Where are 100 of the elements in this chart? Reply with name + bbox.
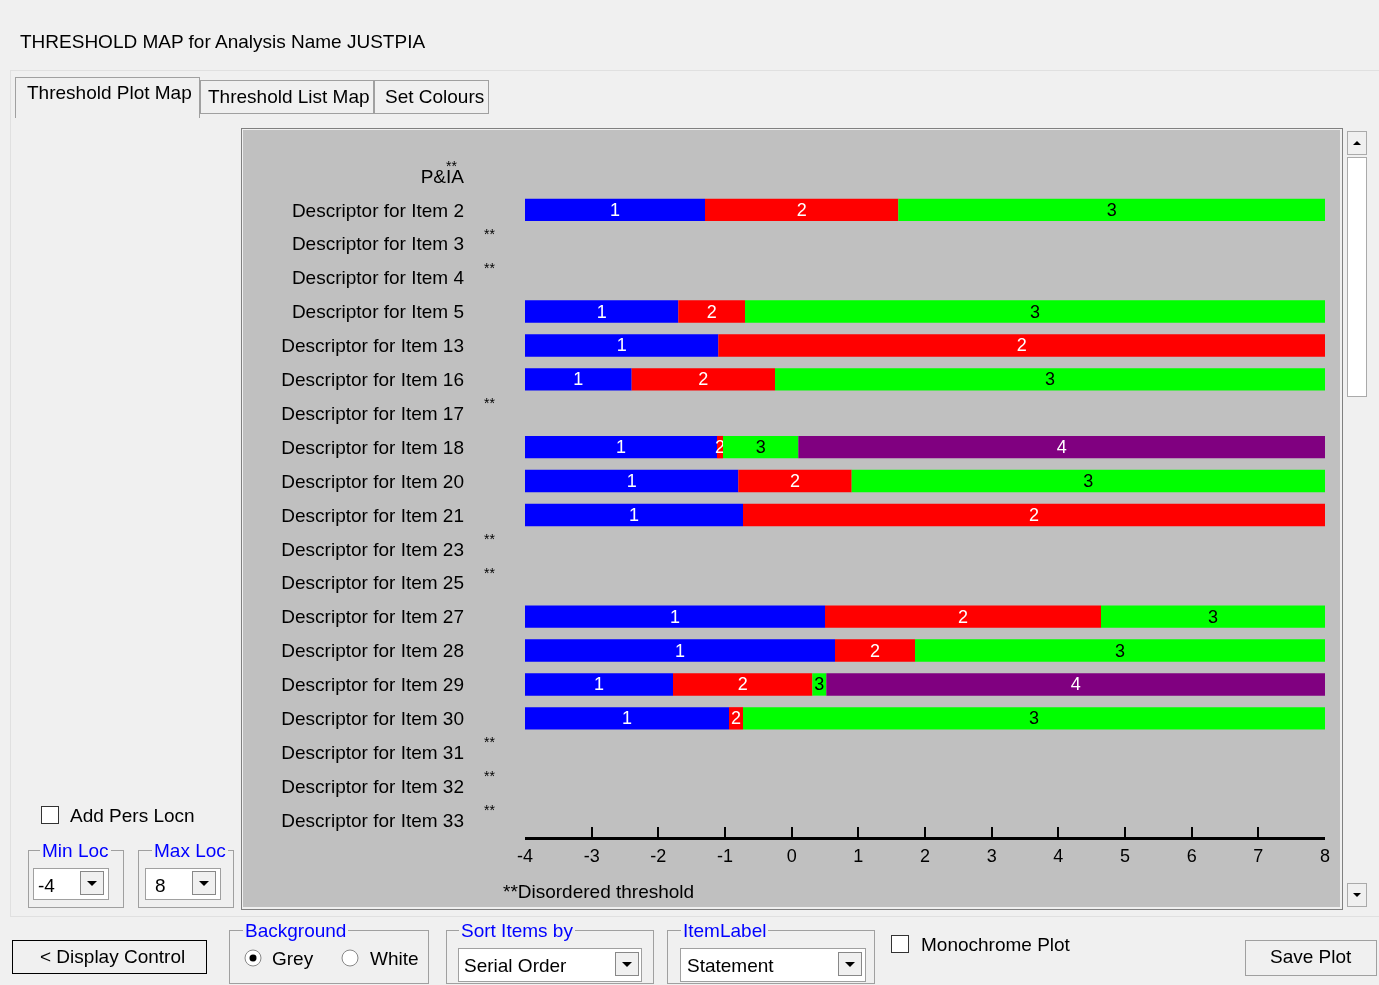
y-tick-label: Descriptor for Item 21 — [281, 504, 464, 526]
text: 2 — [698, 369, 709, 390]
text: **Disordered threshold — [503, 881, 695, 903]
bar — [1101, 605, 1325, 628]
y-tick-label: Descriptor for Item 4 — [291, 267, 465, 289]
bar — [525, 198, 705, 222]
text: 3 — [1028, 708, 1040, 729]
bar — [673, 673, 813, 696]
text: ** — [484, 225, 495, 242]
bar — [825, 605, 1101, 628]
bar — [525, 435, 717, 459]
text: Monochrome Plot — [921, 934, 1070, 956]
text: 1 — [669, 606, 681, 627]
text: 2 — [706, 301, 717, 322]
text: Statement — [687, 955, 774, 977]
x-tick-label: 5 — [1119, 845, 1131, 866]
bar — [775, 368, 1325, 391]
text: Add Pers Locn — [70, 805, 195, 827]
y-tick-label: Descriptor for Item 20 — [281, 470, 464, 492]
text: 3 — [1114, 640, 1126, 661]
text: 2 — [789, 471, 801, 492]
x-tick-label: 2 — [919, 845, 931, 866]
series-label: 3 — [1207, 606, 1219, 627]
y-tick-label: Descriptor for Item 13 — [281, 335, 464, 357]
series-label: 2 — [1028, 504, 1040, 525]
text: ** — [484, 768, 495, 785]
series-label: 4 — [1070, 674, 1081, 695]
text: 1 — [674, 640, 686, 661]
bar — [798, 435, 1325, 459]
x-tick-label: -3 — [583, 845, 600, 866]
x-tick-label: 6 — [1186, 845, 1197, 866]
text: 3 — [814, 674, 825, 695]
text: 4 — [1056, 437, 1067, 458]
y-tick-label: Descriptor for Item 25 — [281, 572, 464, 594]
bar — [718, 334, 1325, 357]
text: ** — [484, 530, 495, 547]
y-tick-label: Descriptor for Item 32 — [281, 775, 464, 797]
text: 2 — [730, 708, 742, 729]
text: 3 — [1029, 301, 1041, 322]
bar — [738, 469, 852, 493]
y-tick-label: Descriptor for Item 28 — [281, 640, 464, 662]
x-tick-label: -2 — [650, 845, 667, 866]
text: ** — [484, 802, 495, 819]
text: Sort Items by — [459, 920, 575, 942]
text: Serial Order — [464, 955, 567, 977]
bar — [678, 300, 745, 323]
bar — [525, 300, 679, 323]
y-tick-label: Descriptor for Item 33 — [281, 809, 464, 831]
text: 2 — [869, 640, 881, 661]
y-tick-label: Descriptor for Item 2 — [291, 199, 464, 221]
text: THRESHOLD MAP for Analysis Name JUSTPIA — [20, 31, 426, 53]
text: ** — [484, 395, 495, 412]
text: ** — [484, 564, 495, 581]
text: 8 — [155, 875, 166, 897]
text: 1 — [596, 301, 607, 322]
text: 3 — [1044, 369, 1056, 390]
text: 1 — [616, 335, 627, 356]
text: -4 — [38, 875, 55, 897]
x-tick-label: 1 — [853, 845, 864, 866]
y-tick-label: Descriptor for Item 27 — [281, 606, 464, 628]
y-tick-label: Descriptor for Item 3 — [291, 233, 464, 255]
text: ** — [484, 259, 495, 276]
bar — [743, 503, 1325, 527]
bar — [525, 639, 835, 662]
text: < Display Control — [40, 946, 186, 968]
x-tick-label: 0 — [786, 845, 797, 866]
bar — [631, 368, 775, 391]
bar — [745, 300, 1325, 323]
bar — [525, 334, 719, 357]
bar — [835, 639, 915, 662]
bar — [525, 605, 825, 628]
text: ** — [484, 734, 495, 751]
y-tick-label: Descriptor for Item 17 — [281, 402, 464, 424]
x-tick-label: -1 — [716, 845, 734, 866]
bar — [525, 673, 673, 696]
text: Background — [243, 920, 349, 942]
y-tick-label: Descriptor for Item 23 — [281, 538, 464, 560]
x-tick-label: 8 — [1319, 845, 1331, 866]
text: Threshold List Map — [208, 86, 370, 108]
text: 2 — [1016, 335, 1027, 356]
text: 1 — [609, 199, 621, 220]
text: 2 — [796, 199, 807, 220]
text: 1 — [593, 674, 605, 695]
series-label: 1 — [628, 504, 640, 525]
y-tick-label: Descriptor for Item 30 — [281, 708, 464, 729]
text: Max Loc — [152, 840, 228, 862]
bar — [525, 503, 743, 527]
bar — [898, 198, 1325, 222]
bar — [705, 198, 899, 222]
text: 1 — [573, 369, 584, 390]
text: 1 — [621, 708, 633, 729]
text: Save Plot — [1270, 946, 1352, 968]
text: Min Loc — [40, 840, 111, 862]
text: 2 — [737, 674, 748, 695]
y-tick-label: Descriptor for Item 18 — [281, 436, 464, 458]
bar — [525, 469, 739, 493]
y-tick-label: Descriptor for Item 16 — [281, 369, 464, 390]
text: 3 — [1106, 199, 1117, 220]
bar — [915, 639, 1325, 662]
x-tick-label: 4 — [1053, 845, 1064, 866]
